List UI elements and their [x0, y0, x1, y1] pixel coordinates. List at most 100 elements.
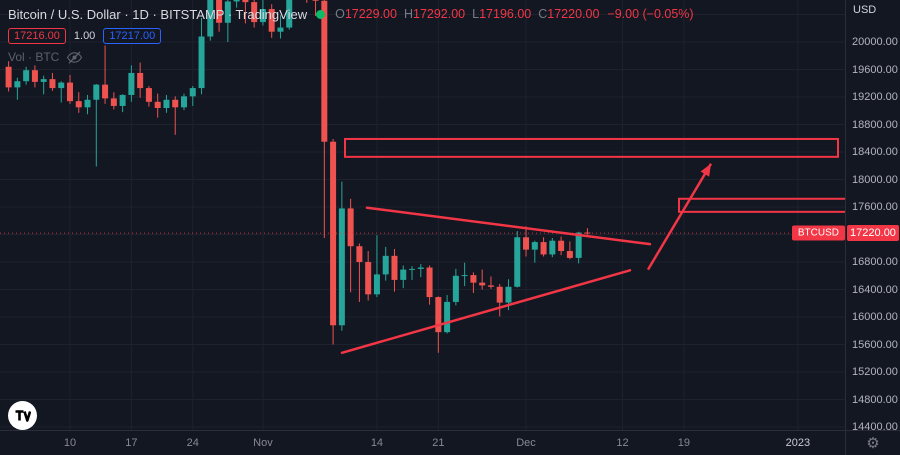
- bid-ask-row: 17216.00 1.00 17217.00: [8, 28, 694, 44]
- axis-settings-corner: ⚙: [845, 430, 900, 455]
- time-axis-label: 19: [677, 437, 690, 449]
- candle-body: [373, 274, 380, 295]
- price-axis-label: 20000.00: [852, 36, 898, 48]
- candle-body: [584, 232, 591, 234]
- time-axis[interactable]: 10 17 24 Nov 14 21 Dec 12 19 2023: [0, 430, 845, 455]
- price-axis-label: 16400.00: [852, 283, 898, 296]
- candle-body: [251, 2, 258, 23]
- candle-body: [189, 88, 196, 97]
- last-price-badge: 17220.00: [847, 225, 899, 242]
- price-axis-label: 17600.00: [852, 201, 898, 214]
- settings-gear-icon[interactable]: ⚙: [866, 434, 880, 452]
- candle-body: [487, 285, 494, 287]
- ohlc-low: L17196.00: [472, 5, 531, 23]
- bid-price-badge: 17216.00: [8, 28, 66, 44]
- candle-body: [5, 66, 12, 88]
- candle-body: [154, 101, 161, 109]
- ohlc-high-label: H: [403, 7, 413, 21]
- candle-body: [409, 268, 416, 270]
- candle-body: [356, 246, 363, 263]
- ohlc-high: H17292.00: [404, 5, 465, 23]
- candle-body: [391, 255, 398, 280]
- price-axis-label: 18000.00: [852, 173, 898, 186]
- candle-body: [452, 275, 459, 302]
- price-axis[interactable]: USD 17220.00 20000.00 19600.00 19200.00 188…: [845, 0, 900, 433]
- candle-body: [382, 255, 389, 275]
- drawing-breakout-arrow[interactable]: [646, 163, 713, 271]
- candle-body: [259, 9, 266, 23]
- time-axis-label: Dec: [516, 437, 536, 449]
- candle-body: [233, 0, 240, 2]
- price-axis-label: 14800.00: [852, 393, 898, 406]
- candle-body: [514, 237, 521, 287]
- ohlc-high-value: 17292.00: [413, 7, 466, 21]
- candle-body: [566, 251, 573, 258]
- candle-body: [181, 96, 187, 108]
- ohlc-low-value: 17196.00: [479, 7, 532, 21]
- drawing-ascending-trendline[interactable]: [340, 269, 632, 355]
- candle-body: [49, 79, 56, 89]
- ohlc-open-label: O: [335, 7, 345, 21]
- candle-body: [102, 84, 109, 99]
- ohlc-close-label: C: [538, 7, 548, 21]
- candle-body: [496, 286, 503, 303]
- time-axis-label: 14: [370, 437, 384, 449]
- ask-price-badge: 17217.00: [103, 28, 162, 44]
- candle-body: [268, 9, 275, 32]
- candle-body: [558, 240, 565, 252]
- price-axis-label: 15200.00: [852, 366, 898, 379]
- candle-body: [523, 237, 530, 250]
- chart-area[interactable]: Bitcoin / U.S. Dollar · 1D · BITSTAMP · …: [0, 0, 845, 430]
- price-axis-label: 18400.00: [852, 146, 898, 159]
- time-axis-label: Nov: [253, 437, 273, 449]
- time-axis-label: 24: [186, 437, 199, 449]
- candle-body: [93, 84, 100, 100]
- candle-body: [286, 0, 293, 28]
- realtime-status-icon: [316, 9, 326, 19]
- symbol-title[interactable]: Bitcoin / U.S. Dollar · 1D · BITSTAMP · …: [8, 6, 308, 22]
- drawing-resistance-zone-lower[interactable]: [678, 197, 845, 213]
- candle-body: [435, 297, 442, 333]
- ohlc-open-value: 17229.00: [344, 7, 397, 21]
- candle-body: [461, 275, 468, 277]
- eye-hidden-icon[interactable]: [66, 50, 83, 64]
- candle-body: [505, 286, 512, 303]
- currency-label[interactable]: USD: [853, 4, 877, 16]
- candle-body: [172, 99, 179, 108]
- candle-body: [75, 101, 82, 108]
- candle-body: [277, 27, 284, 32]
- candle-body: [216, 0, 223, 23]
- indicator-row: Vol · BTC: [8, 50, 694, 64]
- candle-body: [137, 72, 144, 89]
- candle-body: [479, 282, 486, 286]
- ohlc-open: O17229.00: [335, 5, 397, 23]
- candle-body: [470, 275, 477, 283]
- candle-body: [338, 208, 345, 326]
- candle-body: [23, 70, 30, 82]
- candle-body: [119, 94, 126, 106]
- candle-body: [242, 0, 249, 3]
- price-axis-label: 18800.00: [852, 118, 898, 131]
- candle-body: [400, 269, 407, 280]
- price-axis-label: 15600.00: [852, 338, 898, 351]
- candle-body: [128, 72, 135, 95]
- ohlc-low-label: L: [472, 7, 480, 21]
- candle-body: [426, 267, 433, 298]
- drawing-descending-trendline[interactable]: [365, 206, 652, 246]
- candle-body: [531, 242, 538, 250]
- chart-canvas: [0, 0, 845, 430]
- candle-body: [40, 79, 47, 82]
- time-axis-label: 21: [432, 437, 445, 449]
- candle-body: [58, 82, 65, 89]
- candle-body: [145, 88, 152, 102]
- price-axis-label: 16000.00: [852, 311, 898, 324]
- time-axis-label: 12: [616, 437, 629, 449]
- candle-body: [110, 98, 117, 106]
- candle-body: [312, 0, 319, 1]
- price-axis-label: 16800.00: [852, 256, 898, 269]
- candle-body: [163, 99, 170, 109]
- candle-body: [84, 99, 91, 108]
- drawing-resistance-zone-upper[interactable]: [344, 137, 839, 158]
- price-axis-label: 19200.00: [852, 91, 898, 103]
- tradingview-logo[interactable]: [8, 401, 37, 430]
